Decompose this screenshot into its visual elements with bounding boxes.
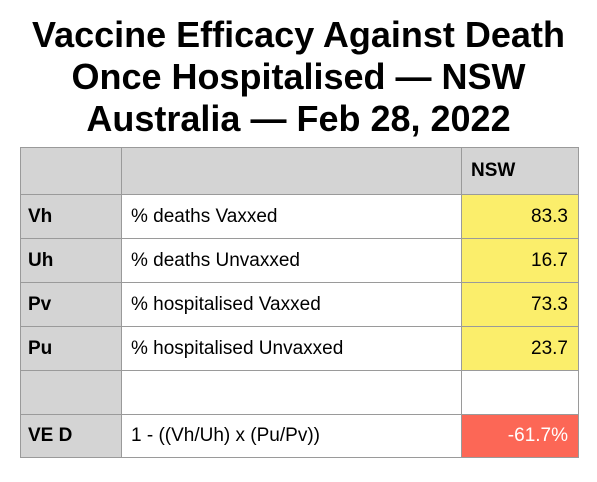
table-row: Pu % hospitalised Unvaxxed 23.7 [20,326,579,371]
title-line-2: Once Hospitalised — NSW [71,56,526,97]
header-cell-label [121,147,462,195]
row-label: % hospitalised Vaxxed [121,282,462,327]
result-value: -61.7% [461,414,579,458]
efficacy-table: NSW Vh % deaths Vaxxed 83.3 Uh % deaths … [20,147,579,458]
table-row: Uh % deaths Unvaxxed 16.7 [20,238,579,283]
table-header-row: NSW [20,147,579,195]
row-label: % deaths Vaxxed [121,194,462,239]
row-code: Pv [20,282,122,327]
row-code: Vh [20,194,122,239]
row-code: Pu [20,326,122,371]
title-line-1: Vaccine Efficacy Against Death [32,14,565,55]
table-row-empty [20,370,579,415]
table-row-result: VE D 1 - ((Vh/Uh) x (Pu/Pv)) -61.7% [20,414,579,458]
header-cell-code [20,147,122,195]
page-title: Vaccine Efficacy Against Death Once Hosp… [0,14,597,140]
row-value [461,370,579,415]
title-line-3: Australia — Feb 28, 2022 [86,98,511,139]
row-value: 23.7 [461,326,579,371]
row-label: % deaths Unvaxxed [121,238,462,283]
row-label: % hospitalised Unvaxxed [121,326,462,371]
row-code [20,370,122,415]
header-cell-region: NSW [461,147,579,195]
row-value: 16.7 [461,238,579,283]
row-value: 73.3 [461,282,579,327]
result-code: VE D [20,414,122,458]
row-label [121,370,462,415]
table-row: Vh % deaths Vaxxed 83.3 [20,194,579,239]
result-formula: 1 - ((Vh/Uh) x (Pu/Pv)) [121,414,462,458]
row-value: 83.3 [461,194,579,239]
row-code: Uh [20,238,122,283]
table-row: Pv % hospitalised Vaxxed 73.3 [20,282,579,327]
